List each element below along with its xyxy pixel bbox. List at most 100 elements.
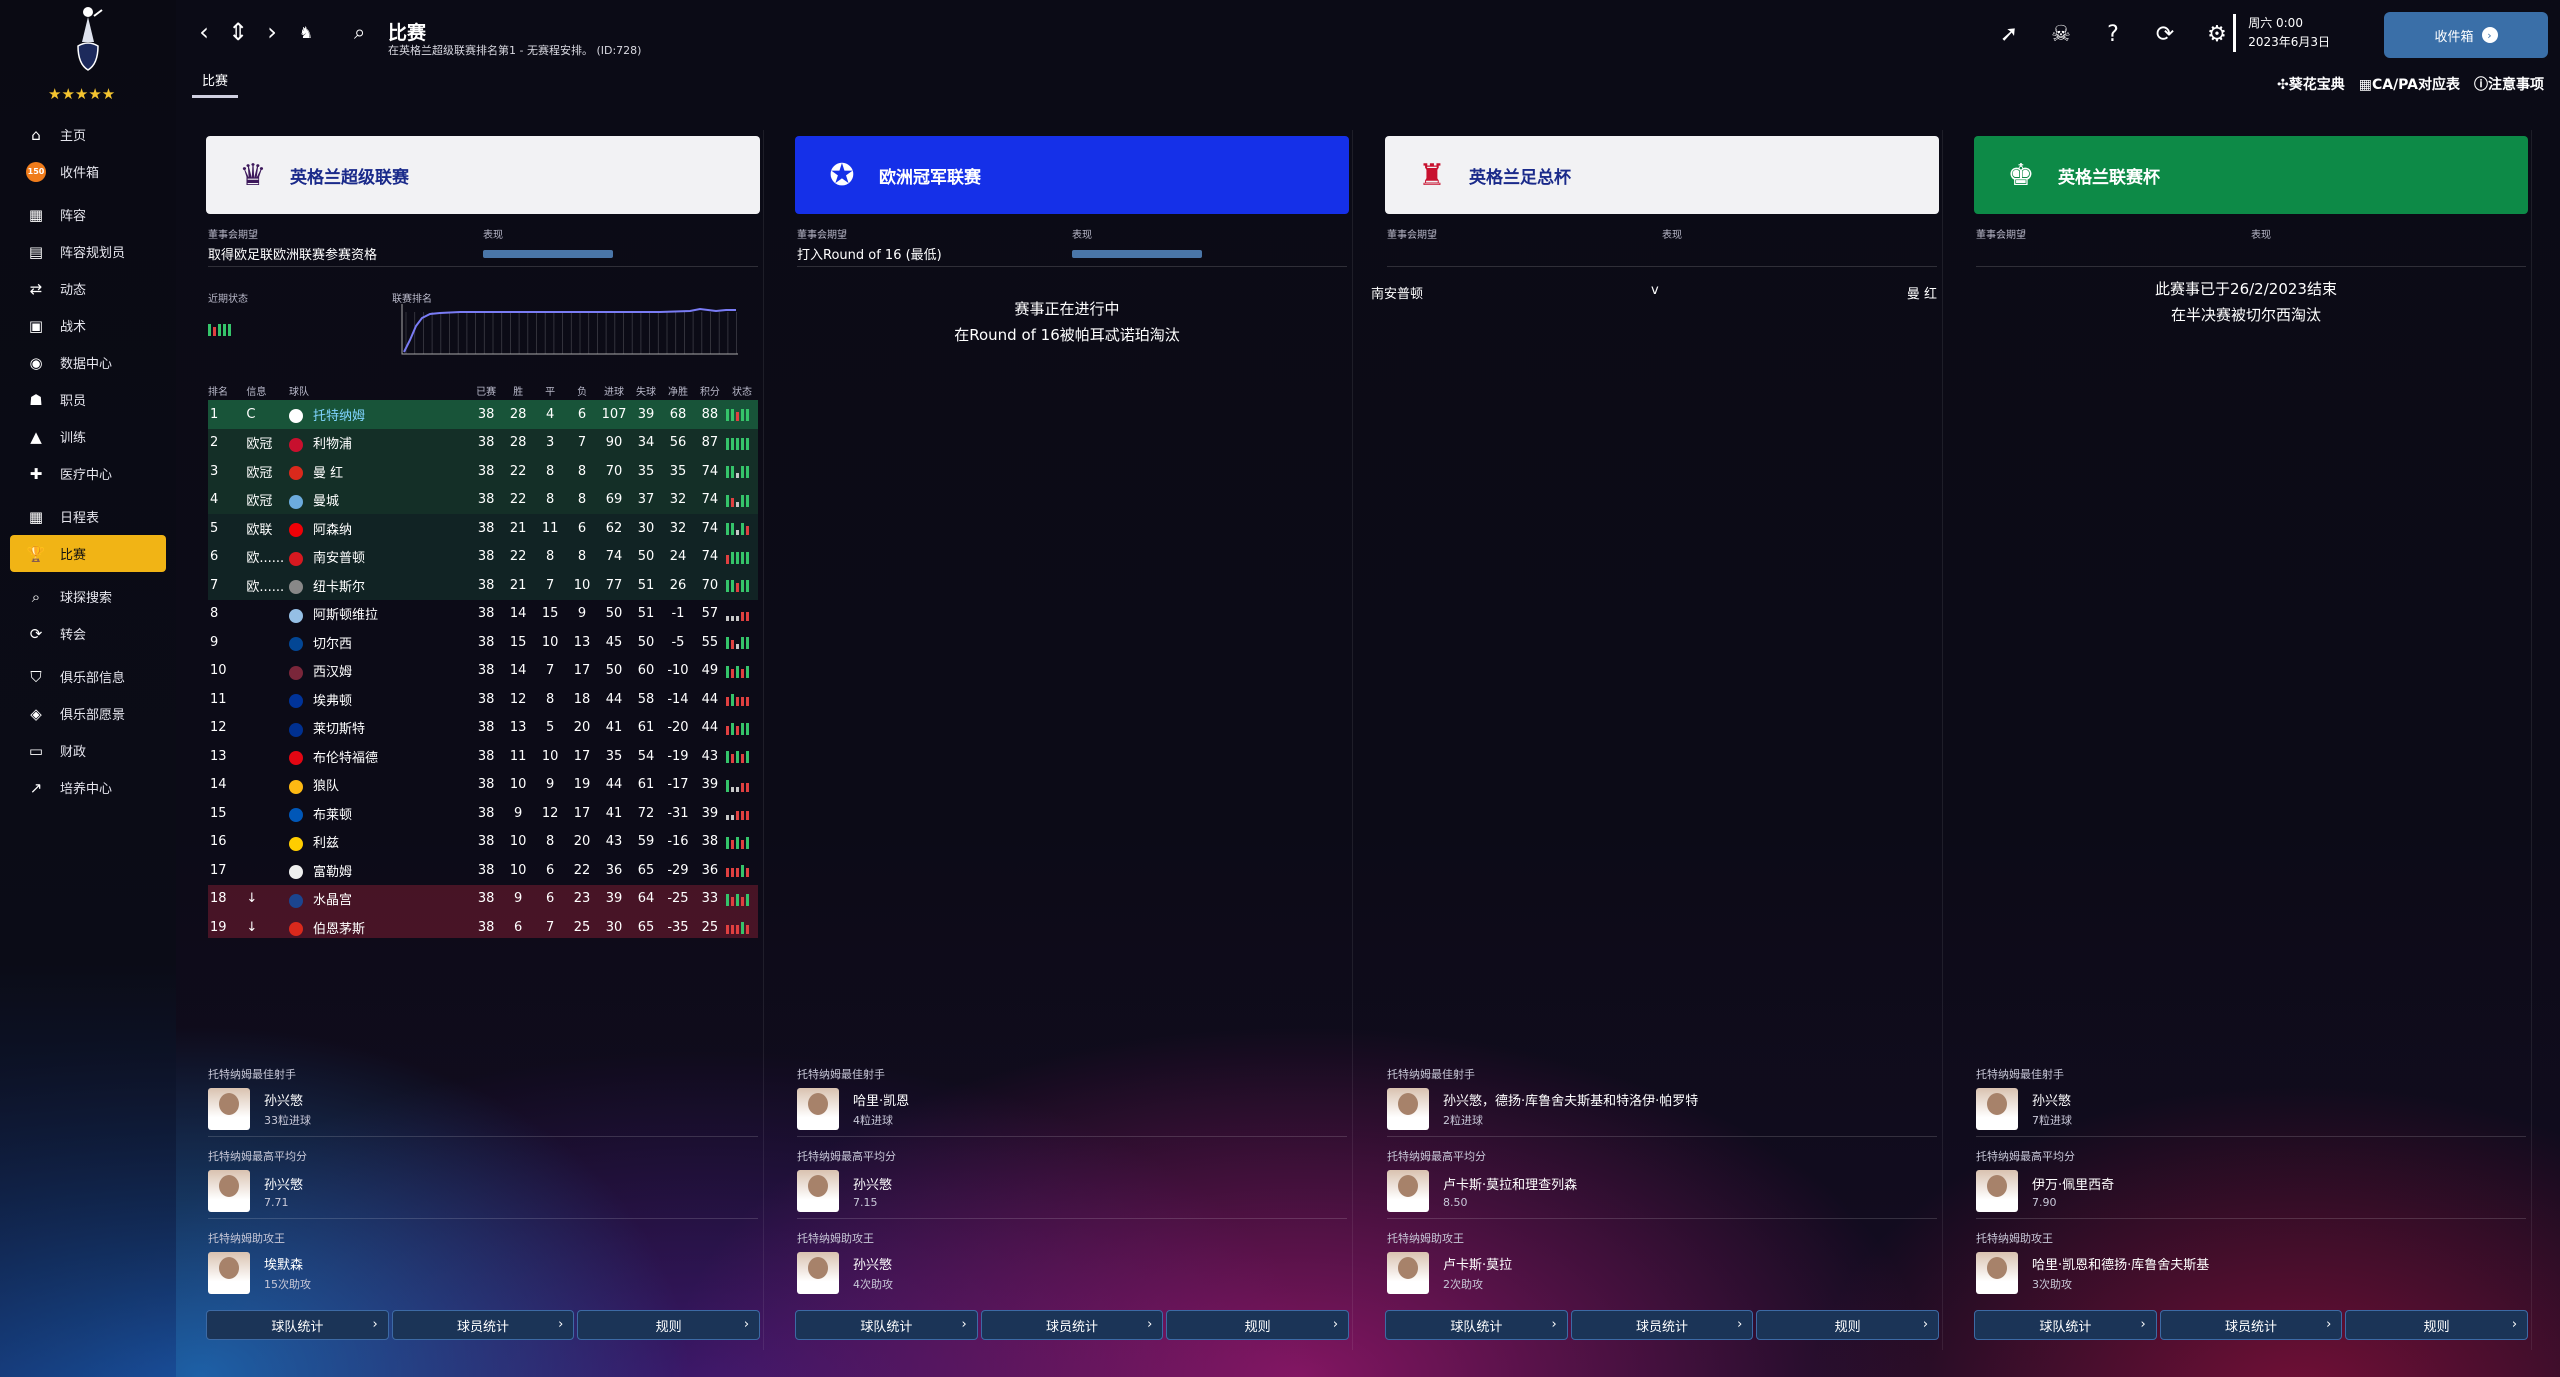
- competition-header-premier-league[interactable]: ♛ 英格兰超级联赛: [206, 136, 760, 214]
- top-scorer-row[interactable]: 孙兴慜，德扬·库鲁舍夫斯基和特洛伊·帕罗特 2粒进球: [1387, 1088, 1937, 1130]
- column-header[interactable]: 胜: [513, 386, 524, 398]
- team-name[interactable]: 曼 红: [312, 465, 344, 481]
- sidebar-item-staff[interactable]: ☗ 职员: [10, 381, 166, 418]
- forward-arrow-icon[interactable]: ›: [267, 18, 277, 46]
- club-crest-icon[interactable]: [64, 2, 112, 74]
- team-stats-button[interactable]: 球队统计 ›: [1385, 1310, 1568, 1340]
- sidebar-item-planner[interactable]: ▤ 阵容规划员: [10, 233, 166, 270]
- team-name[interactable]: 莱切斯特: [312, 722, 365, 738]
- team-name[interactable]: 布莱顿: [312, 807, 352, 823]
- sidebar-item-schedule[interactable]: ▦ 日程表: [10, 498, 166, 535]
- tab-competitions[interactable]: 比赛: [192, 68, 239, 98]
- top-scorer-row[interactable]: 孙兴慜 7粒进球: [1976, 1088, 2526, 1130]
- team-name[interactable]: 利物浦: [312, 437, 352, 453]
- team-name[interactable]: 水晶宫: [312, 893, 352, 909]
- table-row[interactable]: 2 欧冠 利物浦 38 28 3 7 90 34 56 87: [208, 428, 758, 457]
- sidebar-item-development[interactable]: ↗ 培养中心: [10, 769, 166, 806]
- table-row[interactable]: 4 欧冠 曼城 38 22 8 8 69 37 32 74: [208, 485, 758, 514]
- help-icon[interactable]: ?: [2107, 22, 2119, 47]
- inbox-continue-button[interactable]: 收件箱 ›: [2384, 12, 2548, 58]
- table-row[interactable]: 12 莱切斯特 38 13 5 20 41 61 -20 44: [208, 714, 758, 743]
- team-name[interactable]: 狼队: [312, 779, 339, 795]
- team-name[interactable]: 托特纳姆: [312, 408, 365, 424]
- link-notes[interactable]: ⓘ注意事项: [2474, 77, 2544, 93]
- player-name[interactable]: 哈里·凯恩: [853, 1094, 910, 1109]
- table-row[interactable]: 8 阿斯顿维拉 38 14 15 9 50 51 -1 57: [208, 600, 758, 629]
- player-name[interactable]: 卢卡斯·莫拉: [1443, 1258, 1513, 1273]
- table-row[interactable]: 14 狼队 38 10 9 19 44 61 -17 39: [208, 771, 758, 800]
- team-name[interactable]: 伯恩茅斯: [312, 921, 365, 937]
- rules-button[interactable]: 规则 ›: [577, 1310, 761, 1340]
- table-row[interactable]: 10 西汉姆 38 14 7 17 50 60 -10 49: [208, 657, 758, 686]
- fixture-home-team[interactable]: 南安普顿: [1371, 287, 1424, 302]
- player-name[interactable]: 孙兴慜，德扬·库鲁舍夫斯基和特洛伊·帕罗特: [1443, 1094, 1699, 1109]
- column-header[interactable]: 积分: [699, 386, 720, 398]
- club-mini-crest-icon[interactable]: ♞: [298, 22, 314, 42]
- back-arrow-icon[interactable]: ‹: [199, 18, 209, 46]
- column-header[interactable]: 失球: [636, 386, 656, 398]
- player-stats-button[interactable]: 球员统计 ›: [2159, 1310, 2343, 1340]
- column-header[interactable]: 进球: [604, 386, 625, 398]
- search-icon[interactable]: ⌕: [354, 20, 366, 44]
- table-row[interactable]: 7 欧...... 纽卡斯尔 38 21 7 10 77 51 26 70: [208, 571, 758, 600]
- sidebar-item-data-hub[interactable]: ◉ 数据中心: [10, 344, 166, 381]
- sidebar-item-squad[interactable]: ▦ 阵容: [10, 196, 166, 233]
- sort-icon[interactable]: ⇕: [227, 18, 249, 46]
- player-stats-button[interactable]: 球员统计 ›: [391, 1310, 575, 1340]
- sidebar-item-inbox[interactable]: 150 收件箱: [10, 153, 166, 190]
- player-name[interactable]: 孙兴慜: [264, 1094, 304, 1109]
- sidebar-item-club-vision[interactable]: ◈ 俱乐部愿景: [10, 695, 166, 732]
- sidebar-item-scouting[interactable]: ⌕ 球探搜索: [10, 578, 166, 615]
- sidebar-item-home[interactable]: ⌂ 主页: [10, 116, 166, 153]
- table-row[interactable]: 17 富勒姆 38 10 6 22 36 65 -29 36: [208, 856, 758, 885]
- rules-button[interactable]: 规则 ›: [1166, 1310, 1350, 1340]
- skull-icon[interactable]: ☠: [2051, 22, 2071, 47]
- sidebar-item-transfers[interactable]: ⟳ 转会: [10, 615, 166, 652]
- link-ca-pa[interactable]: ▦CA/PA对应表: [2358, 77, 2460, 93]
- player-stats-button[interactable]: 球员统计 ›: [980, 1310, 1164, 1340]
- sidebar-item-training[interactable]: ▲ 训练: [10, 418, 166, 455]
- top-rating-row[interactable]: 伊万·佩里西奇 7.90: [1976, 1170, 2526, 1212]
- column-header[interactable]: 净胜: [667, 386, 688, 398]
- team-name[interactable]: 埃弗顿: [312, 693, 352, 709]
- player-name[interactable]: 埃默森: [264, 1258, 304, 1273]
- sidebar-item-medical[interactable]: ✚ 医疗中心: [10, 455, 166, 492]
- table-row[interactable]: 9 切尔西 38 15 10 13 45 50 -5 55: [208, 628, 758, 657]
- link-sunflower[interactable]: ✣葵花宝典: [2276, 77, 2345, 93]
- refresh-icon[interactable]: ⟳: [2155, 22, 2175, 47]
- table-row[interactable]: 1 C 托特纳姆 38 28 4 6 107 39 68 88: [208, 400, 758, 429]
- rocket-icon[interactable]: ➚: [1999, 22, 2019, 47]
- table-row[interactable]: 15 布莱顿 38 9 12 17 41 72 -31 39: [208, 799, 758, 828]
- rules-button[interactable]: 规则 ›: [2345, 1310, 2529, 1340]
- table-row[interactable]: 16 利兹 38 10 8 20 43 59 -16 38: [208, 828, 758, 857]
- top-assists-row[interactable]: 孙兴慜 4次助攻: [797, 1252, 1347, 1294]
- gear-icon[interactable]: ⚙: [2207, 22, 2227, 47]
- next-fixture[interactable]: 南安普顿 v 曼 红: [1371, 283, 1937, 303]
- rules-button[interactable]: 规则 ›: [1756, 1310, 1940, 1340]
- top-rating-row[interactable]: 孙兴慜 7.15: [797, 1170, 1347, 1212]
- team-name[interactable]: 西汉姆: [312, 665, 352, 681]
- team-name[interactable]: 纽卡斯尔: [312, 579, 365, 595]
- player-name[interactable]: 卢卡斯·莫拉和理查列森: [1443, 1177, 1578, 1193]
- column-header[interactable]: 球队: [288, 386, 309, 398]
- table-row[interactable]: 6 欧...... 南安普顿 38 22 8 8 74 50 24 74: [208, 542, 758, 571]
- competition-header-fa-cup[interactable]: ♜ 英格兰足总杯: [1385, 136, 1939, 214]
- team-stats-button[interactable]: 球队统计 ›: [1974, 1310, 2157, 1340]
- player-name[interactable]: 孙兴慜: [264, 1177, 304, 1193]
- column-header[interactable]: 信息: [246, 386, 267, 398]
- sidebar-item-dynamics[interactable]: ⇄ 动态: [10, 270, 166, 307]
- sidebar-item-finances[interactable]: ▭ 财政: [10, 732, 166, 769]
- team-name[interactable]: 布伦特福德: [312, 750, 378, 766]
- game-date[interactable]: 周六 0:00 2023年6月3日: [2233, 14, 2330, 52]
- column-header[interactable]: 负: [577, 386, 588, 398]
- top-scorer-row[interactable]: 孙兴慜 33粒进球: [208, 1088, 758, 1130]
- table-row[interactable]: 11 埃弗顿 38 12 8 18 44 58 -14 44: [208, 685, 758, 714]
- fixture-away-team[interactable]: 曼 红: [1906, 287, 1937, 302]
- team-name[interactable]: 利兹: [312, 836, 339, 852]
- top-rating-row[interactable]: 孙兴慜 7.71: [208, 1170, 758, 1212]
- top-assists-row[interactable]: 哈里·凯恩和德扬·库鲁舍夫斯基 3次助攻: [1976, 1252, 2526, 1294]
- player-name[interactable]: 孙兴慜: [853, 1258, 893, 1273]
- player-name[interactable]: 哈里·凯恩和德扬·库鲁舍夫斯基: [2032, 1258, 2210, 1273]
- sidebar-item-club-info[interactable]: ⛉ 俱乐部信息: [10, 658, 166, 695]
- table-row[interactable]: 18 ↓ 水晶宫 38 9 6 23 39 64 -25 33: [208, 884, 758, 913]
